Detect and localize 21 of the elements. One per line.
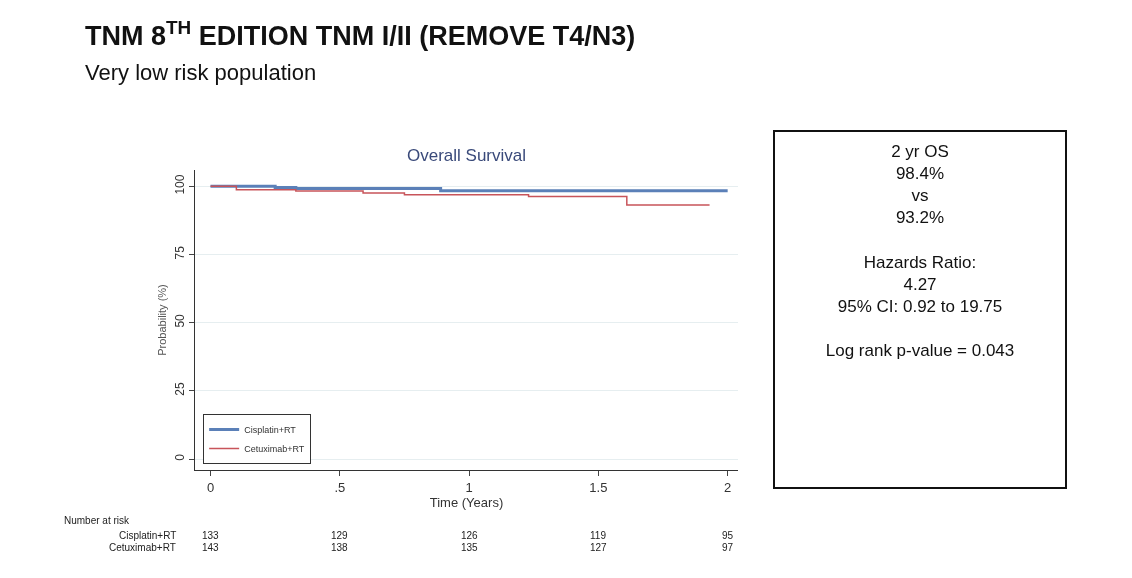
x-tick-label: .5	[334, 479, 346, 495]
chart-title: TNM 8$^{TH}$ EDITION TNM I/II (REMOVE T4/N3)	[85, 16, 636, 51]
legend-label: Cetuximab+RT	[244, 444, 305, 455]
text: Overall Survival	[407, 146, 527, 165]
text: Number at risk	[64, 515, 131, 526]
x-tick-label: 2	[724, 479, 732, 495]
x-tick-label: 0	[206, 479, 215, 495]
y-tick-label: 100	[173, 174, 188, 195]
y-axis-title: Probability (%)	[155, 284, 168, 356]
x-tick-label: 1.5	[589, 479, 608, 495]
y-tick-label: 75	[173, 245, 188, 260]
y-tick-label: 25	[173, 382, 188, 396]
x-axis-title: Time (Years)	[429, 494, 504, 510]
chart-subtitle: Very low risk population	[85, 60, 317, 86]
x-tick-label: 1	[465, 479, 473, 495]
text: Cisplatin+RT 133 129 126 119 95	[119, 530, 734, 541]
legend-label: Cisplatin+RT	[244, 425, 297, 436]
y-tick-label: 50	[173, 313, 188, 328]
y-tick-label: 0	[173, 453, 188, 461]
text: Cetuximab+RT 143 138 135 127 97	[109, 542, 734, 553]
text: 2 yr OS 98.4% vs 93.2% Hazards Ratio: 4.27 95% CI: 0.92 to 19.75 Log rank p-value = 0.043	[825, 142, 1015, 360]
